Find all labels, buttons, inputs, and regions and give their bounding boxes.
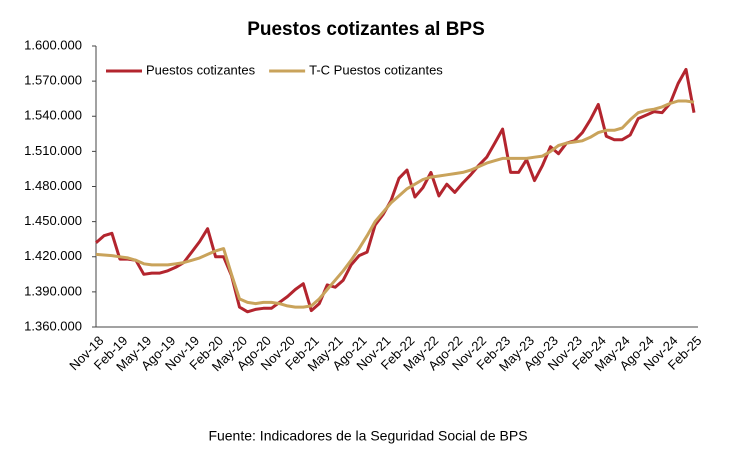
y-tick-label: 1.540.000: [24, 108, 82, 123]
series-line: [95, 67, 696, 314]
y-tick-label: 1.390.000: [24, 283, 82, 298]
legend-label: Puestos cotizantes: [146, 62, 256, 77]
y-tick-label: 1.600.000: [24, 37, 82, 52]
legend-label: T-C Puestos cotizantes: [309, 62, 443, 77]
series-line: [95, 99, 695, 309]
y-tick-label: 1.360.000: [24, 318, 82, 333]
y-tick-label: 1.510.000: [24, 143, 82, 158]
y-tick-label: 1.570.000: [24, 73, 82, 88]
chart-title: Puestos cotizantes al BPS: [247, 19, 485, 40]
y-tick-label: 1.420.000: [24, 248, 82, 263]
source-note: Fuente: Indicadores de la Seguridad Soci…: [208, 428, 527, 444]
y-tick-label: 1.480.000: [24, 178, 82, 193]
y-tick-label: 1.450.000: [24, 213, 82, 228]
